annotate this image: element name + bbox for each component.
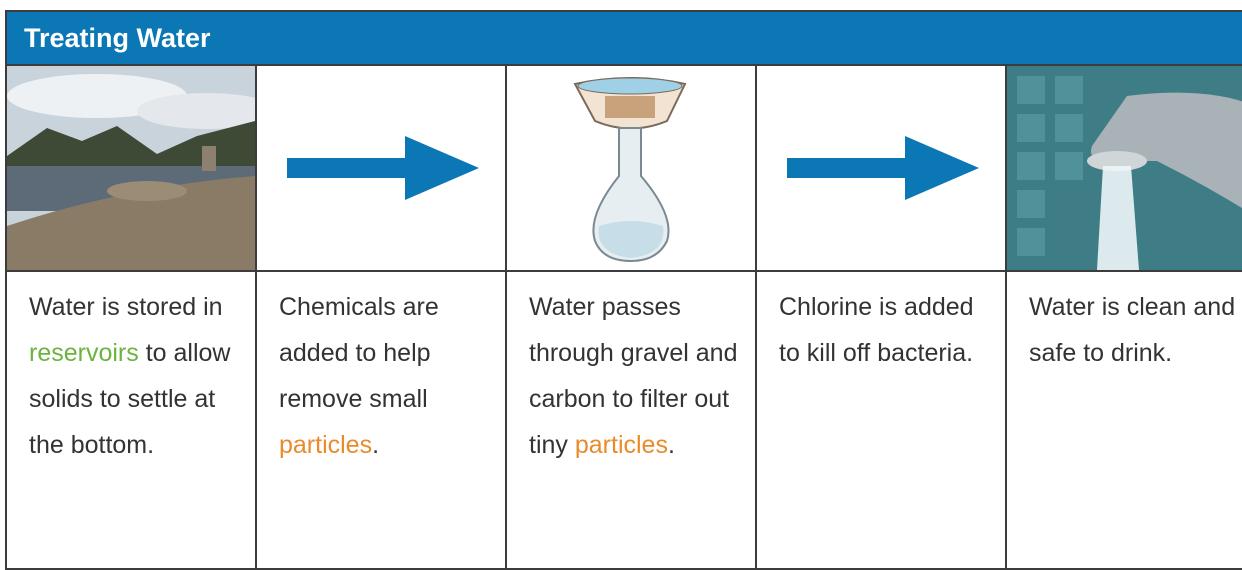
cell-text: Chlorine is added to kill off bacteria. — [779, 284, 994, 376]
header: Treating Water — [7, 12, 1242, 66]
column: Water is clean and safe to drink. — [1007, 66, 1242, 568]
text: . — [668, 431, 675, 459]
reservoir-photo — [7, 66, 255, 270]
text: Chemicals are added to help remove small — [279, 293, 439, 413]
text: Water is stored in — [29, 293, 223, 321]
column: Water passes through gravel and carbon t… — [507, 66, 757, 568]
column: Water is stored in reservoirs to allow s… — [7, 66, 257, 568]
arrow — [757, 66, 1005, 270]
picture — [257, 66, 505, 272]
picture — [1007, 66, 1242, 272]
cell-text: Chemicals are added to help remove small… — [279, 284, 494, 468]
column: Chemicals are added to help remove small… — [257, 66, 507, 568]
cell-text: Water is stored in reservoirs to allow s… — [29, 284, 244, 468]
filter-drawing — [507, 66, 755, 270]
picture — [757, 66, 1005, 272]
table: Treating Water Water is stored in reserv… — [5, 10, 1242, 570]
arrow — [257, 66, 505, 270]
keyword: particles — [575, 431, 668, 459]
page: {"title": "Treating Water", "cells": [ {… — [0, 0, 1242, 557]
text: . — [372, 431, 379, 459]
text: Water is clean and safe to drink. — [1029, 293, 1235, 367]
cell-text: Water passes through gravel and carbon t… — [529, 284, 744, 468]
cell-text: Water is clean and safe to drink. — [1029, 284, 1242, 376]
keyword: reservoirs — [29, 339, 139, 367]
text: Chlorine is added to kill off bacteria. — [779, 293, 974, 367]
picture — [7, 66, 255, 272]
keyword: particles — [279, 431, 372, 459]
title: Treating Water — [24, 23, 211, 54]
picture — [507, 66, 755, 272]
tap-photo — [1007, 66, 1242, 270]
column: Chlorine is added to kill off bacteria. — [757, 66, 1007, 568]
